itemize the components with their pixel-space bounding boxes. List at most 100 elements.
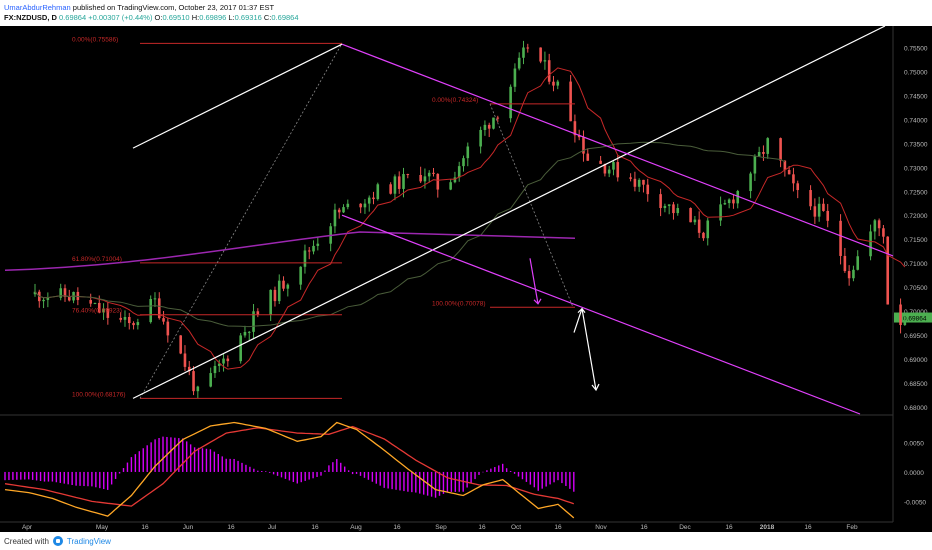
macd-hist-bar <box>193 447 196 472</box>
macd-hist-bar <box>4 471 6 481</box>
macd-hist-bar <box>8 471 10 481</box>
macd-hist-bar <box>99 471 101 489</box>
candle-body <box>809 190 812 207</box>
macd-hist-bar <box>110 471 113 485</box>
macd-hist-bar <box>225 458 227 472</box>
macd-hist-bar <box>375 471 377 484</box>
macd-hist-bar <box>122 468 125 472</box>
macd-line <box>4 421 575 519</box>
macd-hist-bar <box>245 464 247 472</box>
candle-body <box>869 231 872 257</box>
macd-hist-bar <box>174 437 176 472</box>
low-value: 0.69316 <box>234 13 262 22</box>
candle-body <box>659 194 662 209</box>
candle-body <box>607 169 611 174</box>
macd-hist-bar <box>312 471 314 479</box>
macd-hist-bar <box>186 441 188 472</box>
candle-body <box>196 386 200 392</box>
candle-body <box>702 232 705 239</box>
candle-body <box>256 311 260 315</box>
candle-body <box>312 245 315 252</box>
candle-body <box>376 184 380 200</box>
macd-hist-bar <box>71 471 73 485</box>
candle-body <box>817 203 821 217</box>
macd-hist-bar <box>454 471 456 492</box>
macd-hist-bar <box>324 470 326 472</box>
candle-body <box>736 191 740 204</box>
time-tick-label: Feb <box>846 524 858 531</box>
candle-body <box>603 163 607 174</box>
macd-hist-bar <box>55 471 58 483</box>
candle-body <box>697 219 701 233</box>
time-tick-label: 2018 <box>760 524 775 531</box>
candle-body <box>136 322 140 326</box>
macd-hist-bar <box>513 471 516 474</box>
candle-body <box>796 183 800 191</box>
candle-body <box>427 172 431 177</box>
candle-body <box>672 204 675 214</box>
macd-signal-line <box>4 425 575 507</box>
price-chart[interactable]: 0.75500 0.75000 0.74500 0.74000 0.73500 0.730… <box>0 26 932 532</box>
close-label: C: <box>263 13 272 22</box>
price-tick-label: 0.75000 <box>904 70 928 77</box>
time-tick-label: 16 <box>141 524 149 531</box>
candle-body <box>852 269 855 279</box>
macd-hist-bar <box>134 454 137 472</box>
candle-body <box>522 47 525 58</box>
macd-hist-bar <box>197 447 200 472</box>
candle-body <box>299 266 302 285</box>
candle-body <box>766 138 770 154</box>
open-value: 0.69510 <box>162 13 190 22</box>
candle-body <box>316 243 320 246</box>
macd-hist-bar <box>142 448 144 472</box>
fib-level-label: 100.00%(0.68176) <box>72 391 126 398</box>
macd-hist-bar <box>474 471 476 480</box>
macd-hist-bar <box>178 438 180 472</box>
macd-hist-bar <box>103 471 105 490</box>
symbol-label[interactable]: FX:NZDUSD, D <box>4 13 57 22</box>
price-tick-label: 0.68000 <box>904 405 928 412</box>
macd-hist-bar <box>229 458 231 472</box>
fib-level-label: 0.00%(0.75586) <box>72 36 118 43</box>
price-tick-label: 0.75500 <box>904 46 928 53</box>
candle-body <box>213 365 217 374</box>
macd-hist-bar <box>379 471 381 486</box>
candle-body <box>903 320 907 325</box>
time-tick-label: 16 <box>478 524 486 531</box>
macd-histogram <box>4 436 575 498</box>
candle-body <box>886 236 890 305</box>
candle-body <box>847 271 851 279</box>
candle-body <box>243 331 247 336</box>
macd-hist-bar <box>31 471 34 480</box>
macd-hist-bar <box>498 465 500 472</box>
candle-body <box>63 288 67 297</box>
author-name[interactable]: UmarAbdurRehman <box>4 3 71 12</box>
candle-body <box>282 280 285 289</box>
macd-hist-bar <box>557 471 559 481</box>
macd-hist-bar <box>395 471 397 490</box>
candle-body <box>59 288 63 298</box>
candle-body <box>783 160 787 171</box>
arrow-magenta-head <box>533 298 542 305</box>
candle-body <box>877 220 881 229</box>
macd-tick-label: 0.0000 <box>904 470 924 477</box>
time-tick-label: Aug <box>350 524 362 531</box>
arrow-magenta-line <box>529 258 539 304</box>
macd-hist-bar <box>257 470 259 472</box>
chart-header: UmarAbdurRehman published on TradingView… <box>4 3 928 25</box>
candle-body <box>93 302 97 304</box>
macd-hist-bar <box>399 471 401 491</box>
price-tick-label: 0.70000 <box>904 309 928 316</box>
time-tick-label: Nov <box>595 524 607 531</box>
macd-hist-bar <box>494 467 496 472</box>
candle-body <box>367 197 371 204</box>
macd-hist-bar <box>272 471 275 475</box>
candle-body <box>46 297 50 300</box>
candle-body <box>337 209 341 213</box>
tradingview-brand[interactable]: TradingView <box>66 536 111 546</box>
close-value: 0.69864 <box>271 13 299 22</box>
candle-body <box>303 250 307 267</box>
candle-body <box>119 317 122 320</box>
candle-body <box>179 335 182 354</box>
macd-hist-bar <box>517 471 520 477</box>
